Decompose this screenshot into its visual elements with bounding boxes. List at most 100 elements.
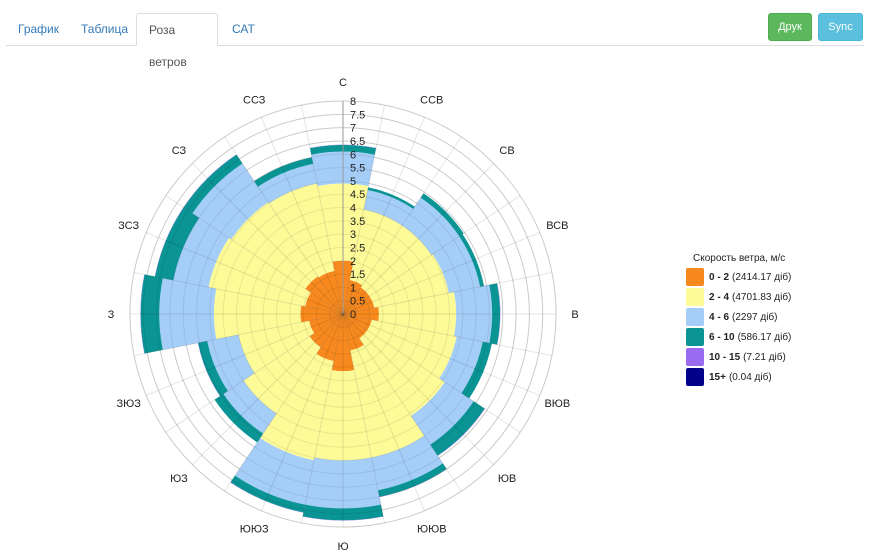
wedge-10-15-8	[302, 516, 384, 521]
wedge-0-2-6	[343, 314, 368, 339]
wedge-6-10-11	[198, 341, 228, 397]
legend-swatch	[686, 288, 704, 306]
wedge-4-6-3	[432, 236, 481, 293]
wedge-0-2-11	[309, 314, 343, 334]
direction-label: ССЗ	[243, 95, 266, 107]
direction-label: З	[108, 309, 115, 321]
spoke	[261, 313, 344, 511]
legend-series-note: (7.21 діб)	[743, 351, 786, 363]
direction-labels: С ССВ СВ ВСВ В ВЮВ ЮВ ЮЮВ Ю ЮЮЗ ЮЗ ЗЮЗ З ЗСЗ СЗ ССЗ	[108, 77, 579, 553]
spoke	[342, 313, 521, 433]
spoke	[342, 313, 386, 524]
wedge-0-2-3	[343, 296, 375, 314]
wedge-10-15-12	[140, 274, 145, 354]
wedge-0-2-7	[343, 314, 364, 351]
legend-series-name: 4 - 6	[709, 311, 730, 323]
wedge-4-6-4	[453, 284, 493, 344]
wedge-2-4-9	[260, 353, 334, 461]
wedge-4-6-15	[257, 163, 318, 204]
spoke	[261, 117, 344, 315]
spoke	[192, 313, 344, 465]
tab-wind-rose[interactable]: Роза ветров	[136, 13, 218, 69]
legend-item[interactable]: 15+ (0.04 діб)	[686, 367, 791, 387]
wedge-2-4-11	[238, 320, 315, 374]
spoke	[342, 313, 553, 357]
spoke	[224, 313, 344, 492]
legend-swatch	[686, 328, 704, 346]
wedge-4-6-11	[207, 334, 255, 391]
legend-series-note: (0.04 діб)	[728, 371, 772, 383]
spoke	[133, 313, 344, 357]
direction-label: Ю	[337, 541, 348, 553]
wedge-2-4-10	[243, 336, 321, 414]
wedge-0-2-1	[343, 280, 363, 314]
spoke	[342, 313, 462, 492]
wedge-6-10-4	[489, 283, 501, 345]
wedge-2-4-3	[369, 254, 449, 308]
direction-label: ЗЮЗ	[116, 398, 141, 410]
spoke	[300, 313, 344, 524]
wedge-6-10-14	[183, 154, 243, 214]
legend-item[interactable]: 6 - 10 (586.17 діб)	[686, 327, 791, 347]
spoke	[224, 136, 344, 315]
legend-item[interactable]: 10 - 15 (7.21 діб)	[686, 347, 791, 367]
legend-swatch	[686, 348, 704, 366]
wedges	[140, 144, 501, 521]
wedge-2-4-4	[378, 291, 457, 337]
wedge-10-15-4	[497, 283, 501, 345]
wedge-6-10-1	[367, 187, 415, 209]
radial-tick-label: 8	[350, 96, 356, 108]
radial-tick-label: 6.5	[350, 136, 365, 148]
spokes-overlay	[129, 100, 557, 528]
wedge-2-4-12	[213, 288, 302, 340]
wedge-0-2-8	[331, 314, 355, 372]
spoke	[342, 271, 553, 315]
wedge-6-10-6	[430, 401, 485, 456]
wedge-0-2-14	[305, 276, 343, 314]
tab-tablitsa[interactable]: Таблица	[81, 22, 129, 36]
wedge-0-2-12	[300, 305, 343, 323]
legend-series-note: (2414.17 діб)	[732, 271, 792, 283]
print-button[interactable]: Друк	[768, 13, 812, 41]
spoke	[165, 313, 344, 433]
direction-label: ЮЮЗ	[240, 523, 269, 535]
radial-tick-labels: 00.5 11.52 2.533.54 4.555.5 66.57 7.58	[350, 96, 365, 321]
legend: Скорость ветра, м/с 0 - 2 (2414.17 діб) 2 …	[686, 253, 791, 387]
wedge-2-4-7	[350, 344, 425, 458]
spoke	[342, 117, 425, 315]
legend-item[interactable]: 0 - 2 (2414.17 діб)	[686, 267, 791, 287]
spoke	[342, 163, 494, 315]
wedge-6-10-12	[140, 274, 163, 354]
radial-tick-label: 5.5	[350, 163, 365, 175]
wedge-0-2-5	[343, 314, 372, 331]
radial-tick-label: 4	[350, 203, 356, 215]
radial-tick-label: 5	[350, 176, 356, 188]
sync-button[interactable]: Sync	[818, 13, 863, 41]
tab-grafik[interactable]: График	[18, 22, 59, 36]
wedge-4-6-2	[402, 197, 460, 255]
wedge-6-10-5	[461, 341, 492, 399]
legend-swatch	[686, 368, 704, 386]
radial-tick-label: 2.5	[350, 242, 365, 254]
legend-series-name: 10 - 15	[709, 351, 741, 363]
direction-label: СВ	[499, 145, 514, 157]
legend-swatch	[686, 308, 704, 326]
wedge-2-4-2	[360, 225, 432, 297]
legend-item[interactable]: 2 - 4 (4701.83 діб)	[686, 287, 791, 307]
legend-series-note: (4701.83 діб)	[732, 291, 792, 303]
wedge-2-4-8	[314, 370, 372, 461]
legend-series-name: 6 - 10	[709, 331, 735, 343]
spoke	[133, 271, 344, 315]
spoke	[146, 313, 344, 396]
legend-item[interactable]: 4 - 6 (2297 діб)	[686, 307, 791, 327]
radial-tick-label: 6	[350, 149, 356, 161]
wedge-0-2-9	[316, 314, 343, 362]
tab-sat[interactable]: САТ	[232, 22, 255, 36]
direction-label: ЮЮВ	[417, 523, 447, 535]
wedge-6-10-2	[420, 193, 464, 237]
legend-series-name: 15+	[709, 371, 726, 383]
spoke	[342, 136, 462, 315]
wedge-4-6-6	[411, 382, 474, 445]
wedge-0-2-13	[305, 292, 343, 314]
wedge-0-2-4	[343, 306, 379, 322]
